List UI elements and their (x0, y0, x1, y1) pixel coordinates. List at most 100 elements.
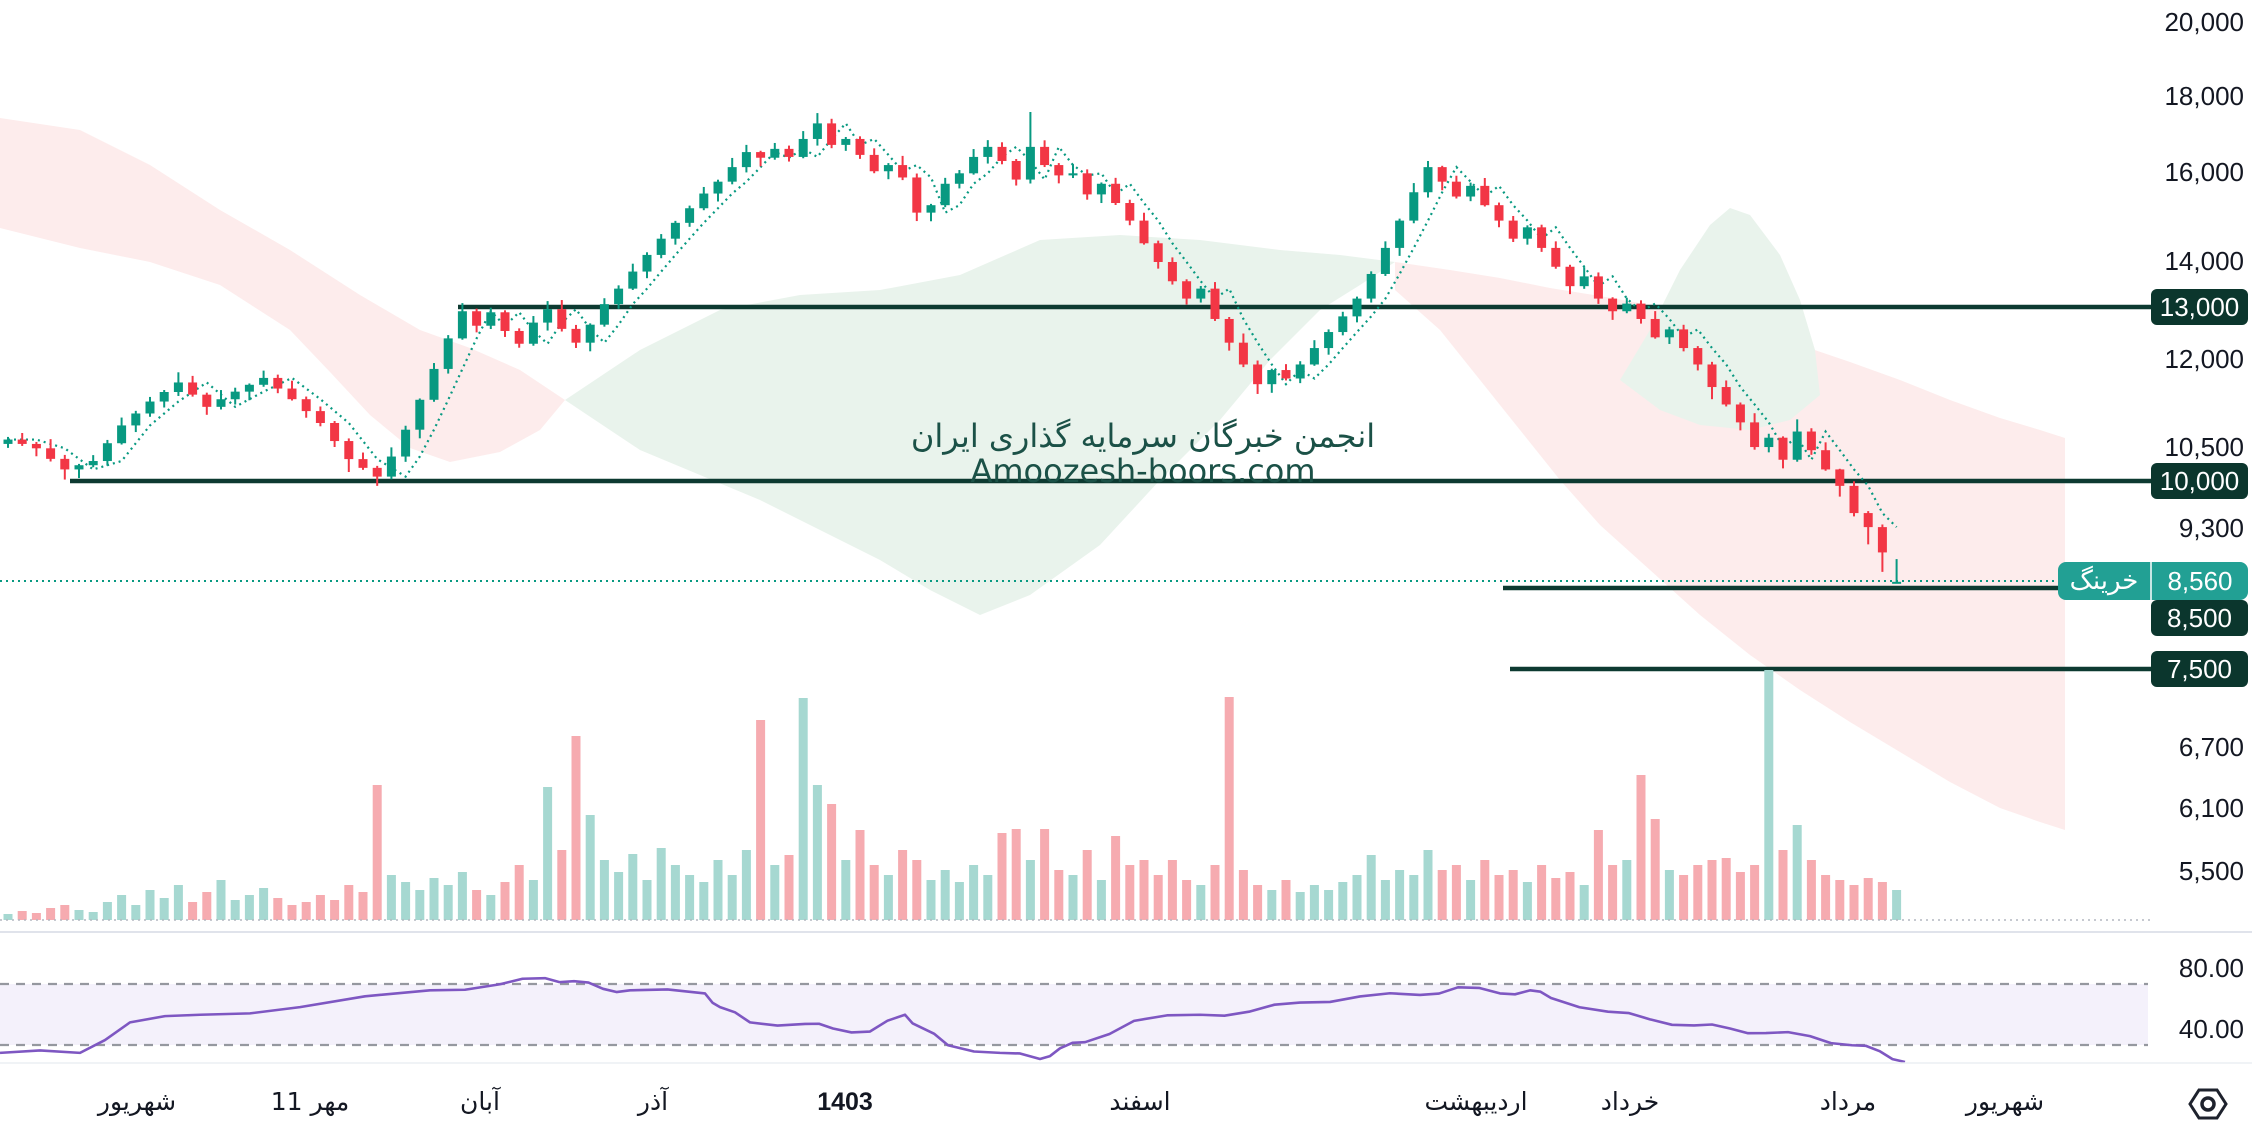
candle-body (1636, 303, 1646, 319)
price-tick-label[interactable]: 14,000 (2164, 246, 2244, 276)
candle-body (699, 193, 709, 209)
volume-bar (954, 882, 964, 920)
candle-body (1437, 167, 1447, 182)
ichimoku-cloud-green (565, 235, 1395, 615)
rsi-line (0, 976, 1906, 1064)
candle-body (1096, 183, 1106, 195)
candle-body (344, 441, 354, 460)
volume-bar (159, 898, 169, 920)
volume-bar (1125, 865, 1135, 920)
volume-bar (1622, 860, 1632, 920)
rsi-pane (0, 976, 2148, 1064)
volume-bar (1423, 850, 1433, 920)
price-tick-label[interactable]: 16,000 (2164, 157, 2244, 187)
volume-bar (1054, 870, 1064, 920)
candle-body (1380, 247, 1390, 274)
candle-body (1409, 192, 1419, 221)
price-tick-label[interactable]: 5,500 (2178, 856, 2244, 886)
candle-body (585, 324, 595, 343)
volume-bar (1537, 865, 1547, 920)
hexagon-logo-icon[interactable] (2186, 1086, 2230, 1122)
volume-bar (727, 875, 737, 920)
time-axis-month-label[interactable]: آبان (460, 1087, 500, 1116)
support-resistance-rays[interactable] (70, 304, 2152, 672)
price-tick-label[interactable]: 18,000 (2164, 81, 2244, 111)
volume-bar (1778, 850, 1788, 920)
candle-body (727, 167, 737, 182)
volume-bar (244, 895, 254, 920)
volume-bar (301, 902, 311, 920)
price-label-8500: 8,500 (2151, 600, 2248, 636)
candle-body (1281, 370, 1291, 379)
volume-bar (1735, 872, 1745, 920)
candle-body (457, 311, 467, 339)
candle-body (159, 392, 169, 402)
candle-body (855, 138, 865, 155)
volume-bar (1139, 860, 1149, 920)
price-tick-label[interactable]: 10,500 (2164, 432, 2244, 462)
candle-body (670, 222, 680, 239)
candle-body (1139, 220, 1149, 244)
volume-bar (855, 830, 865, 920)
price-tick-label[interactable]: 6,100 (2178, 793, 2244, 823)
rsi-tick-label[interactable]: 80.00 (2178, 953, 2244, 983)
watermark: انجمن خبرگان سرمایه گذاری ایران Amoozesh… (911, 418, 1375, 488)
volume-bar (1806, 860, 1816, 920)
candle-body (386, 456, 396, 477)
candle-body (514, 330, 524, 344)
volume-bar (1238, 870, 1248, 920)
volume-bar (599, 860, 609, 920)
candle-body (1551, 247, 1561, 267)
volume-bar (1182, 880, 1192, 920)
time-axis-month-label[interactable]: اسفند (1109, 1087, 1171, 1116)
volume-bar (912, 860, 922, 920)
volume-bar (401, 882, 411, 920)
price-tick-label[interactable]: 20,000 (2164, 7, 2244, 37)
time-axis-month-label[interactable]: اردیبهشت (1424, 1087, 1528, 1116)
volume-bar (173, 885, 183, 920)
candle-body (1068, 173, 1078, 176)
volume-bar (358, 892, 368, 920)
candle-body (1182, 281, 1192, 299)
price-tick-label[interactable]: 12,000 (2164, 344, 2244, 374)
candle-body (301, 399, 311, 412)
rsi-tick-label[interactable]: 40.00 (2178, 1014, 2244, 1044)
candle-body (1224, 318, 1234, 343)
candle-body (1579, 276, 1589, 287)
volume-bar (756, 720, 766, 920)
time-axis-month-label[interactable]: خرداد (1600, 1087, 1660, 1116)
time-axis-year-label[interactable]: 1403 (817, 1088, 873, 1116)
candle-body (614, 288, 624, 305)
candle-body (1111, 183, 1121, 204)
time-axis-month-label[interactable]: شهریور (97, 1087, 177, 1116)
volume-bar (1835, 880, 1845, 920)
ichimoku-cloud (0, 118, 2065, 830)
candle-body (3, 439, 13, 444)
price-tick-label[interactable]: 6,700 (2178, 732, 2244, 762)
volume-bar (1707, 860, 1717, 920)
time-axis-month-label[interactable]: 11 مهر (270, 1087, 350, 1116)
candle-body (17, 439, 27, 444)
candle-body (1835, 469, 1845, 486)
volume-bar (571, 736, 581, 920)
candle-body (1451, 181, 1461, 197)
volume-bar (1579, 885, 1589, 920)
time-axis-month-label[interactable]: شهریور (1965, 1087, 2045, 1116)
candle-body (1267, 370, 1277, 385)
volume-bar (1366, 855, 1376, 920)
volume-bar (429, 878, 439, 920)
price-tick-label[interactable]: 9,300 (2178, 513, 2244, 543)
volume-bar (1040, 829, 1050, 920)
watermark-line-en: Amoozesh-boors.com (970, 452, 1316, 490)
volume-bar (486, 895, 496, 920)
time-axis-month-label[interactable]: مرداد (1819, 1087, 1877, 1116)
pane-separators (0, 919, 2252, 1064)
candle-body (401, 429, 411, 457)
candle-body (216, 399, 226, 407)
time-axis-month-label[interactable]: آذر (637, 1087, 669, 1116)
candle-body (1863, 513, 1873, 528)
price-label-13000: 13,000 (2151, 289, 2248, 325)
volume-bar (585, 815, 595, 920)
candle-body (1025, 146, 1035, 180)
